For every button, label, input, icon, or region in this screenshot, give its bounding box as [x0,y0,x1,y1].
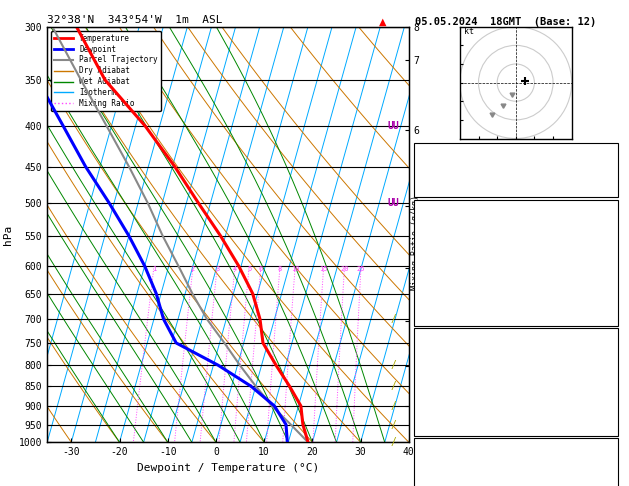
Text: 5: 5 [608,388,614,397]
Text: 05.05.2024  18GMT  (Base: 12): 05.05.2024 18GMT (Base: 12) [415,17,596,27]
Text: 10: 10 [291,266,299,272]
Text: 0: 0 [608,424,614,433]
Text: kt: kt [464,27,474,36]
Text: /: / [391,419,397,430]
Text: 6: 6 [259,266,263,272]
Text: CIN (J): CIN (J) [418,314,456,323]
Text: 0: 0 [608,314,614,323]
Text: 40: 40 [603,168,614,176]
Text: θₑ (K): θₑ (K) [418,370,450,379]
Text: © weatheronline.co.uk: © weatheronline.co.uk [415,471,520,480]
Text: 5: 5 [608,278,614,287]
Text: 3: 3 [215,266,220,272]
Text: 1: 1 [152,266,156,272]
Text: Lifted Index: Lifted Index [418,388,483,397]
Text: 0: 0 [608,406,614,415]
Text: 320: 320 [598,370,614,379]
Y-axis label: km
ASL: km ASL [433,235,450,256]
Legend: Temperature, Dewpoint, Parcel Trajectory, Dry Adiabat, Wet Adiabat, Isotherm, Mi: Temperature, Dewpoint, Parcel Trajectory… [51,31,161,111]
Text: 8: 8 [278,266,282,272]
Text: Totals Totals: Totals Totals [418,168,488,176]
Text: Pressure (mb): Pressure (mb) [418,352,488,361]
Text: -0: -0 [603,463,614,471]
Text: 4: 4 [233,266,237,272]
Text: UU: UU [388,121,399,131]
Text: SREH: SREH [418,481,440,486]
Text: /: / [391,314,397,324]
Text: K: K [418,150,424,158]
Text: CIN (J): CIN (J) [418,424,456,433]
Text: CAPE (J): CAPE (J) [418,406,461,415]
Text: Surface: Surface [498,206,535,215]
Text: Temp (°C): Temp (°C) [418,224,467,233]
Text: EH: EH [418,463,429,471]
Text: 3: 3 [608,481,614,486]
Text: CAPE (J): CAPE (J) [418,296,461,305]
Text: 20: 20 [340,266,348,272]
Text: 18: 18 [603,150,614,158]
Text: Dewp (°C): Dewp (°C) [418,242,467,251]
X-axis label: Dewpoint / Temperature (°C): Dewpoint / Temperature (°C) [137,463,319,473]
Text: Mixing Ratio (g/kg): Mixing Ratio (g/kg) [411,195,420,291]
Text: /: / [391,360,397,370]
Text: 1020: 1020 [593,352,614,361]
Text: ▲: ▲ [379,17,386,26]
Text: 19.1: 19.1 [593,224,614,233]
Text: 2: 2 [191,266,195,272]
Text: 0: 0 [608,296,614,305]
Text: 320: 320 [598,260,614,269]
Text: LCL: LCL [416,424,431,433]
Text: Hodograph: Hodograph [492,445,540,453]
Text: PW (cm): PW (cm) [418,186,456,194]
Text: Most Unstable: Most Unstable [481,334,551,343]
Text: 14.8: 14.8 [593,242,614,251]
Text: 32°38'N  343°54'W  1m  ASL: 32°38'N 343°54'W 1m ASL [47,15,223,25]
Text: θₑ(K): θₑ(K) [418,260,445,269]
Text: /: / [391,437,397,447]
Text: 15: 15 [320,266,328,272]
Text: UU: UU [388,198,399,208]
Text: 25: 25 [357,266,365,272]
Text: 2.83: 2.83 [593,186,614,194]
Text: 5: 5 [247,266,252,272]
Y-axis label: hPa: hPa [3,225,13,244]
Text: Lifted Index: Lifted Index [418,278,483,287]
Text: /: / [391,381,397,391]
Text: /: / [391,401,397,411]
